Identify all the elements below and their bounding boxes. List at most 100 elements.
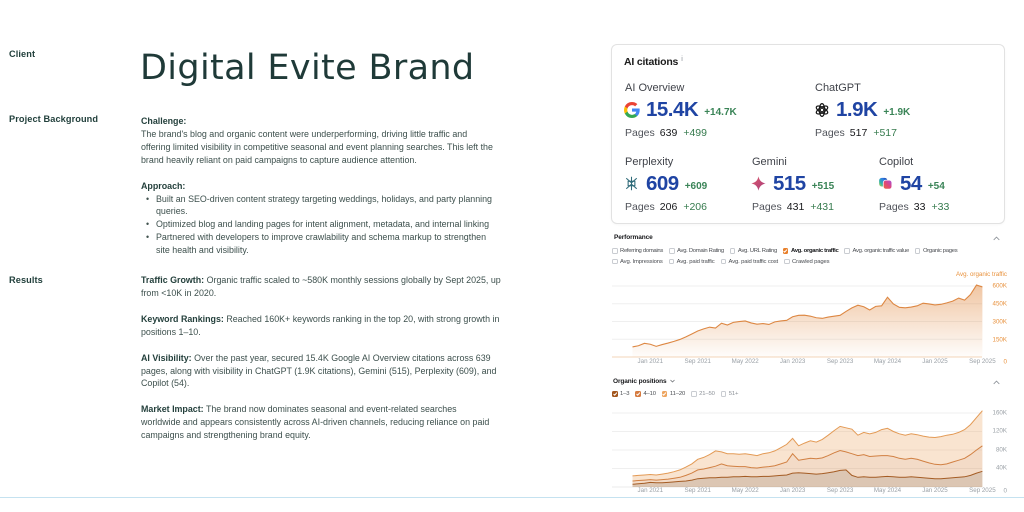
organic-positions-chart[interactable] xyxy=(608,391,1024,495)
checkbox-referring-domains[interactable]: Referring domains xyxy=(612,248,663,254)
organic-filter-row: 1–3 4–10 11–20 21–50 51+ xyxy=(612,391,744,398)
performance-chart[interactable] xyxy=(608,264,1024,365)
performance-filter-row-2: Avg. Impressions Avg. paid traffic Avg. pa… xyxy=(612,258,835,265)
organic-chart-svg xyxy=(612,409,983,487)
pages-value: 639 xyxy=(659,127,678,139)
checkbox-label: Avg. Impressions xyxy=(620,258,663,265)
metric-value-row: 15.4K +14.7K xyxy=(623,98,737,121)
metric-value-row: 1.9K +1.9K xyxy=(815,98,910,121)
checkbox-avg-paid-traffic[interactable]: Avg. paid traffic xyxy=(668,258,715,265)
results-paragraph-label: AI Visibility: xyxy=(141,352,192,363)
checkbox-label: 1–3 xyxy=(620,391,630,397)
bottom-section-divider xyxy=(0,497,1024,498)
y-axis-label: 120K xyxy=(992,427,1007,435)
x-axis-label: Sep 2021 xyxy=(684,357,711,365)
x-axis-label: Jan 2021 xyxy=(637,486,664,494)
results-paragraph-text: Organic traffic scaled to ~580K monthly … xyxy=(141,275,501,298)
unchecked-checkbox-icon[interactable] xyxy=(612,248,618,254)
y-axis-zero-label: 0 xyxy=(1003,487,1007,494)
approach-bullet: Optimized blog and landing pages for int… xyxy=(141,218,501,231)
y-axis-label: 450K xyxy=(992,300,1007,308)
checkbox-avg-domain-rating[interactable]: Avg. Domain Rating xyxy=(669,248,724,254)
decorative-icon xyxy=(623,102,640,118)
checked-checkbox-icon[interactable] xyxy=(661,391,668,397)
checkbox-label: Avg. URL Rating xyxy=(737,248,777,254)
metric-value-row: 609 +609 xyxy=(625,172,707,195)
gemini-icon xyxy=(750,176,767,192)
metric-value: 1.9K xyxy=(836,98,878,121)
y-axis-label: 300K xyxy=(992,318,1007,326)
unchecked-checkbox-icon[interactable] xyxy=(612,258,618,265)
checkbox-avg-organic-traffic-value[interactable]: Avg. organic traffic value xyxy=(844,248,909,254)
performance-series-label: Avg. organic traffic xyxy=(955,270,1007,278)
pages-label: Pages xyxy=(752,201,782,213)
pages-delta: +517 xyxy=(873,127,897,139)
project-background-label: Project Background xyxy=(9,114,99,124)
metric-delta: +54 xyxy=(927,180,945,192)
x-axis-label: May 2024 xyxy=(873,486,902,494)
client-label: Client xyxy=(9,49,36,59)
unchecked-checkbox-icon[interactable] xyxy=(668,258,675,265)
collapse-organic-icon[interactable] xyxy=(993,380,1000,385)
y-axis-label: 160K xyxy=(992,409,1007,416)
unchecked-checkbox-icon[interactable] xyxy=(720,258,727,265)
unchecked-checkbox-icon[interactable] xyxy=(669,248,675,254)
dropdown-chevron-icon xyxy=(669,379,675,383)
metric-delta: +14.7K xyxy=(704,106,737,118)
checked-checkbox-icon[interactable] xyxy=(782,248,789,254)
y-axis-label: 600K xyxy=(992,282,1007,290)
checkbox-1-3[interactable]: 1–3 xyxy=(612,391,630,397)
checkbox-11-20[interactable]: 11–20 xyxy=(661,391,685,397)
checkbox-avg-url-rating[interactable]: Avg. URL Rating xyxy=(729,248,777,254)
decorative-icon xyxy=(815,103,828,117)
x-axis-label: Sep 2025 xyxy=(969,486,996,494)
metric-pages: Pages 431 +431 xyxy=(752,201,834,213)
organic-positions-title[interactable]: Organic positions xyxy=(613,378,675,385)
pages-delta: +33 xyxy=(931,201,950,213)
decorative-icon xyxy=(662,392,667,396)
approach-bullet: Built an SEO-driven content strategy tar… xyxy=(141,193,501,219)
results-paragraph: Traffic Growth: Organic traffic scaled t… xyxy=(141,274,515,300)
unchecked-checkbox-icon[interactable] xyxy=(720,391,727,397)
challenge-body: The brand's blog and organic content wer… xyxy=(141,128,493,165)
checkbox-label: Avg. organic traffic xyxy=(790,248,839,254)
collapse-performance-icon[interactable] xyxy=(993,236,1000,241)
checkbox-avg-impressions[interactable]: Avg. Impressions xyxy=(612,259,663,265)
pages-value: 517 xyxy=(849,127,868,139)
checkbox-21-50[interactable]: 21–50 xyxy=(691,391,715,397)
copilot-icon xyxy=(878,176,894,192)
unchecked-checkbox-icon[interactable] xyxy=(844,248,850,254)
x-axis-label: Sep 2023 xyxy=(826,357,854,365)
checkbox-organic-pages[interactable]: Organic pages xyxy=(914,248,958,254)
results-section: Traffic Growth: Organic traffic scaled t… xyxy=(141,274,515,455)
checkbox-4-10[interactable]: 4–10 xyxy=(635,391,656,397)
performance-filter-row-1: Referring domains Avg. Domain Rating Avg. … xyxy=(612,248,963,255)
info-icon[interactable]: i xyxy=(681,56,683,63)
metric-delta: +515 xyxy=(811,180,835,192)
ai-citations-card: AI citations i AI Overview 15.4K +14.7K Page… xyxy=(611,44,1005,224)
page-title: Digital Evite Brand xyxy=(140,48,475,88)
unchecked-checkbox-icon[interactable] xyxy=(691,391,697,397)
x-axis-label: Jan 2021 xyxy=(637,357,664,365)
checkbox-crawled-pages[interactable]: Crawled pages xyxy=(784,258,830,265)
unchecked-checkbox-icon[interactable] xyxy=(784,258,790,265)
organic-positions-title-text: Organic positions xyxy=(613,378,667,385)
checkbox-label: Avg. organic traffic value xyxy=(852,248,909,254)
metric-chatgpt: ChatGPT 1.9K +1.9K Pages 517 +517 xyxy=(815,82,910,139)
checkbox-51-[interactable]: 51+ xyxy=(720,391,738,397)
checkbox-avg-paid-traffic-cost[interactable]: Avg. paid traffic cost xyxy=(720,258,778,265)
performance-chart-svg xyxy=(612,284,983,358)
unchecked-checkbox-icon[interactable] xyxy=(914,248,921,254)
checkbox-avg-organic-traffic[interactable]: Avg. organic traffic xyxy=(782,248,839,254)
pages-label: Pages xyxy=(625,127,655,139)
results-paragraph-label: Keyword Rankings: xyxy=(141,313,224,324)
checked-checkbox-icon[interactable] xyxy=(612,391,618,397)
unchecked-checkbox-icon[interactable] xyxy=(729,248,736,254)
metric-name: AI Overview xyxy=(625,82,685,94)
checked-checkbox-icon[interactable] xyxy=(635,391,641,397)
metric-value-row: 515 +515 xyxy=(750,172,835,195)
results-paragraph: AI Visibility: Over the past year, secur… xyxy=(141,352,515,391)
ai-citations-title: AI citations i xyxy=(624,56,683,68)
decorative-icon xyxy=(750,176,766,191)
checkbox-label: Avg. Domain Rating xyxy=(677,248,724,254)
